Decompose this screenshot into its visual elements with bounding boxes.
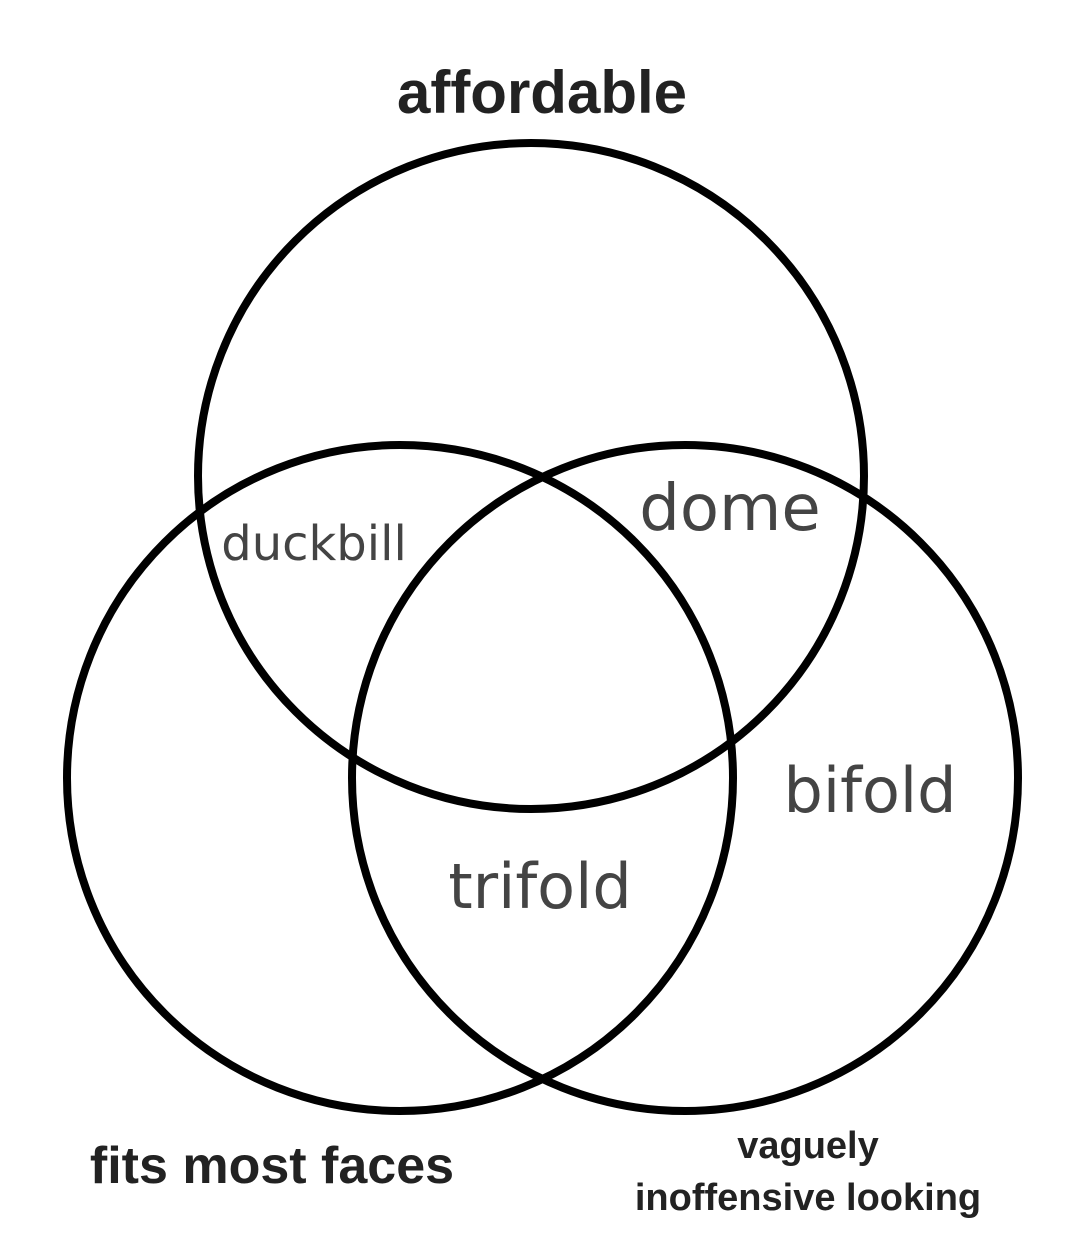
region-label-duckbill: duckbill [221,516,407,572]
set-label-affordable: affordable [397,59,687,126]
region-label-trifold: trifold [448,850,631,923]
set-label-vaguely: vaguely [737,1125,879,1167]
region-label-dome: dome [639,472,821,546]
set-circle-vaguely-inoffensive [348,441,1022,1115]
set-label-inoffensive-looking: inoffensive looking [635,1177,981,1219]
region-label-bifold: bifold [784,754,957,827]
set-circle-affordable [194,139,868,813]
set-label-fits-most-faces: fits most faces [90,1137,454,1195]
set-circle-fits-most-faces [63,441,737,1115]
